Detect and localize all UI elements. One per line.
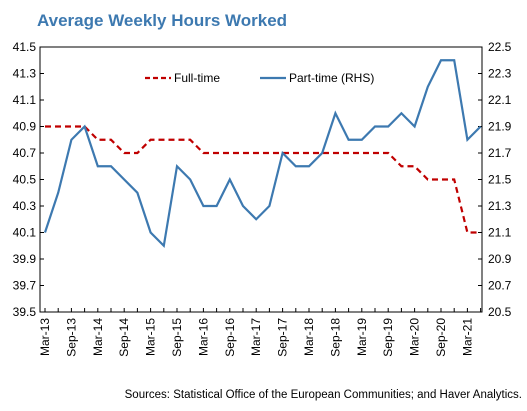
x-tick-label: Mar-13 [38,318,52,356]
x-tick-label: Sep-16 [223,318,237,357]
x-tick-label: Sep-14 [117,318,131,357]
series-line [43,59,482,249]
series-line [45,125,481,234]
y2-tick-label: 21.5 [488,173,512,187]
x-tick-label: Mar-14 [91,318,105,356]
source-note: Sources: Statistical Office of the Europ… [125,389,522,401]
y2-tick-label: 22.3 [488,67,512,81]
x-tick-label: Mar-18 [302,318,316,356]
y2-tick-label: 20.9 [488,252,512,266]
x-tick-label: Mar-17 [249,318,263,356]
y-tick-label: 41.1 [13,93,37,107]
y2-tick-label: 21.7 [488,146,512,160]
y2-tick-label: 20.7 [488,279,512,293]
legend-label: Part-time (RHS) [289,71,374,85]
y2-tick-label: 20.5 [488,305,512,319]
x-tick-label: Mar-20 [408,318,422,356]
y-tick-label: 41.3 [13,67,37,81]
x-tick-label: Sep-20 [434,318,448,357]
y-tick-label: 40.1 [13,226,37,240]
y2-tick-label: 21.3 [488,199,512,213]
chart-title: Average Weekly Hours Worked [37,11,287,30]
x-tick-label: Mar-19 [355,318,369,356]
y2-tick-label: 21.1 [488,226,512,240]
x-tick-label: Sep-18 [328,318,342,357]
y-tick-label: 40.3 [13,199,37,213]
legend-label: Full-time [174,71,220,85]
y2-tick-label: 22.5 [488,40,512,54]
y-tick-label: 39.9 [13,252,37,266]
x-tick-label: Sep-19 [381,318,395,357]
y2-tick-label: 21.9 [488,120,512,134]
y-tick-label: 40.7 [13,146,37,160]
y2-tick-label: 22.1 [488,93,512,107]
y-tick-label: 41.5 [13,40,37,54]
x-tick-label: Mar-21 [460,318,474,356]
plot-frame [39,46,483,313]
x-tick-label: Mar-16 [196,318,210,356]
y-tick-label: 40.5 [13,173,37,187]
y-tick-label: 40.9 [13,120,37,134]
x-tick-label: Mar-15 [144,318,158,356]
y-tick-label: 39.5 [13,305,37,319]
y-tick-label: 39.7 [13,279,37,293]
x-tick-label: Sep-15 [170,318,184,357]
x-tick-label: Sep-17 [276,318,290,357]
x-tick-label: Sep-13 [64,318,78,357]
